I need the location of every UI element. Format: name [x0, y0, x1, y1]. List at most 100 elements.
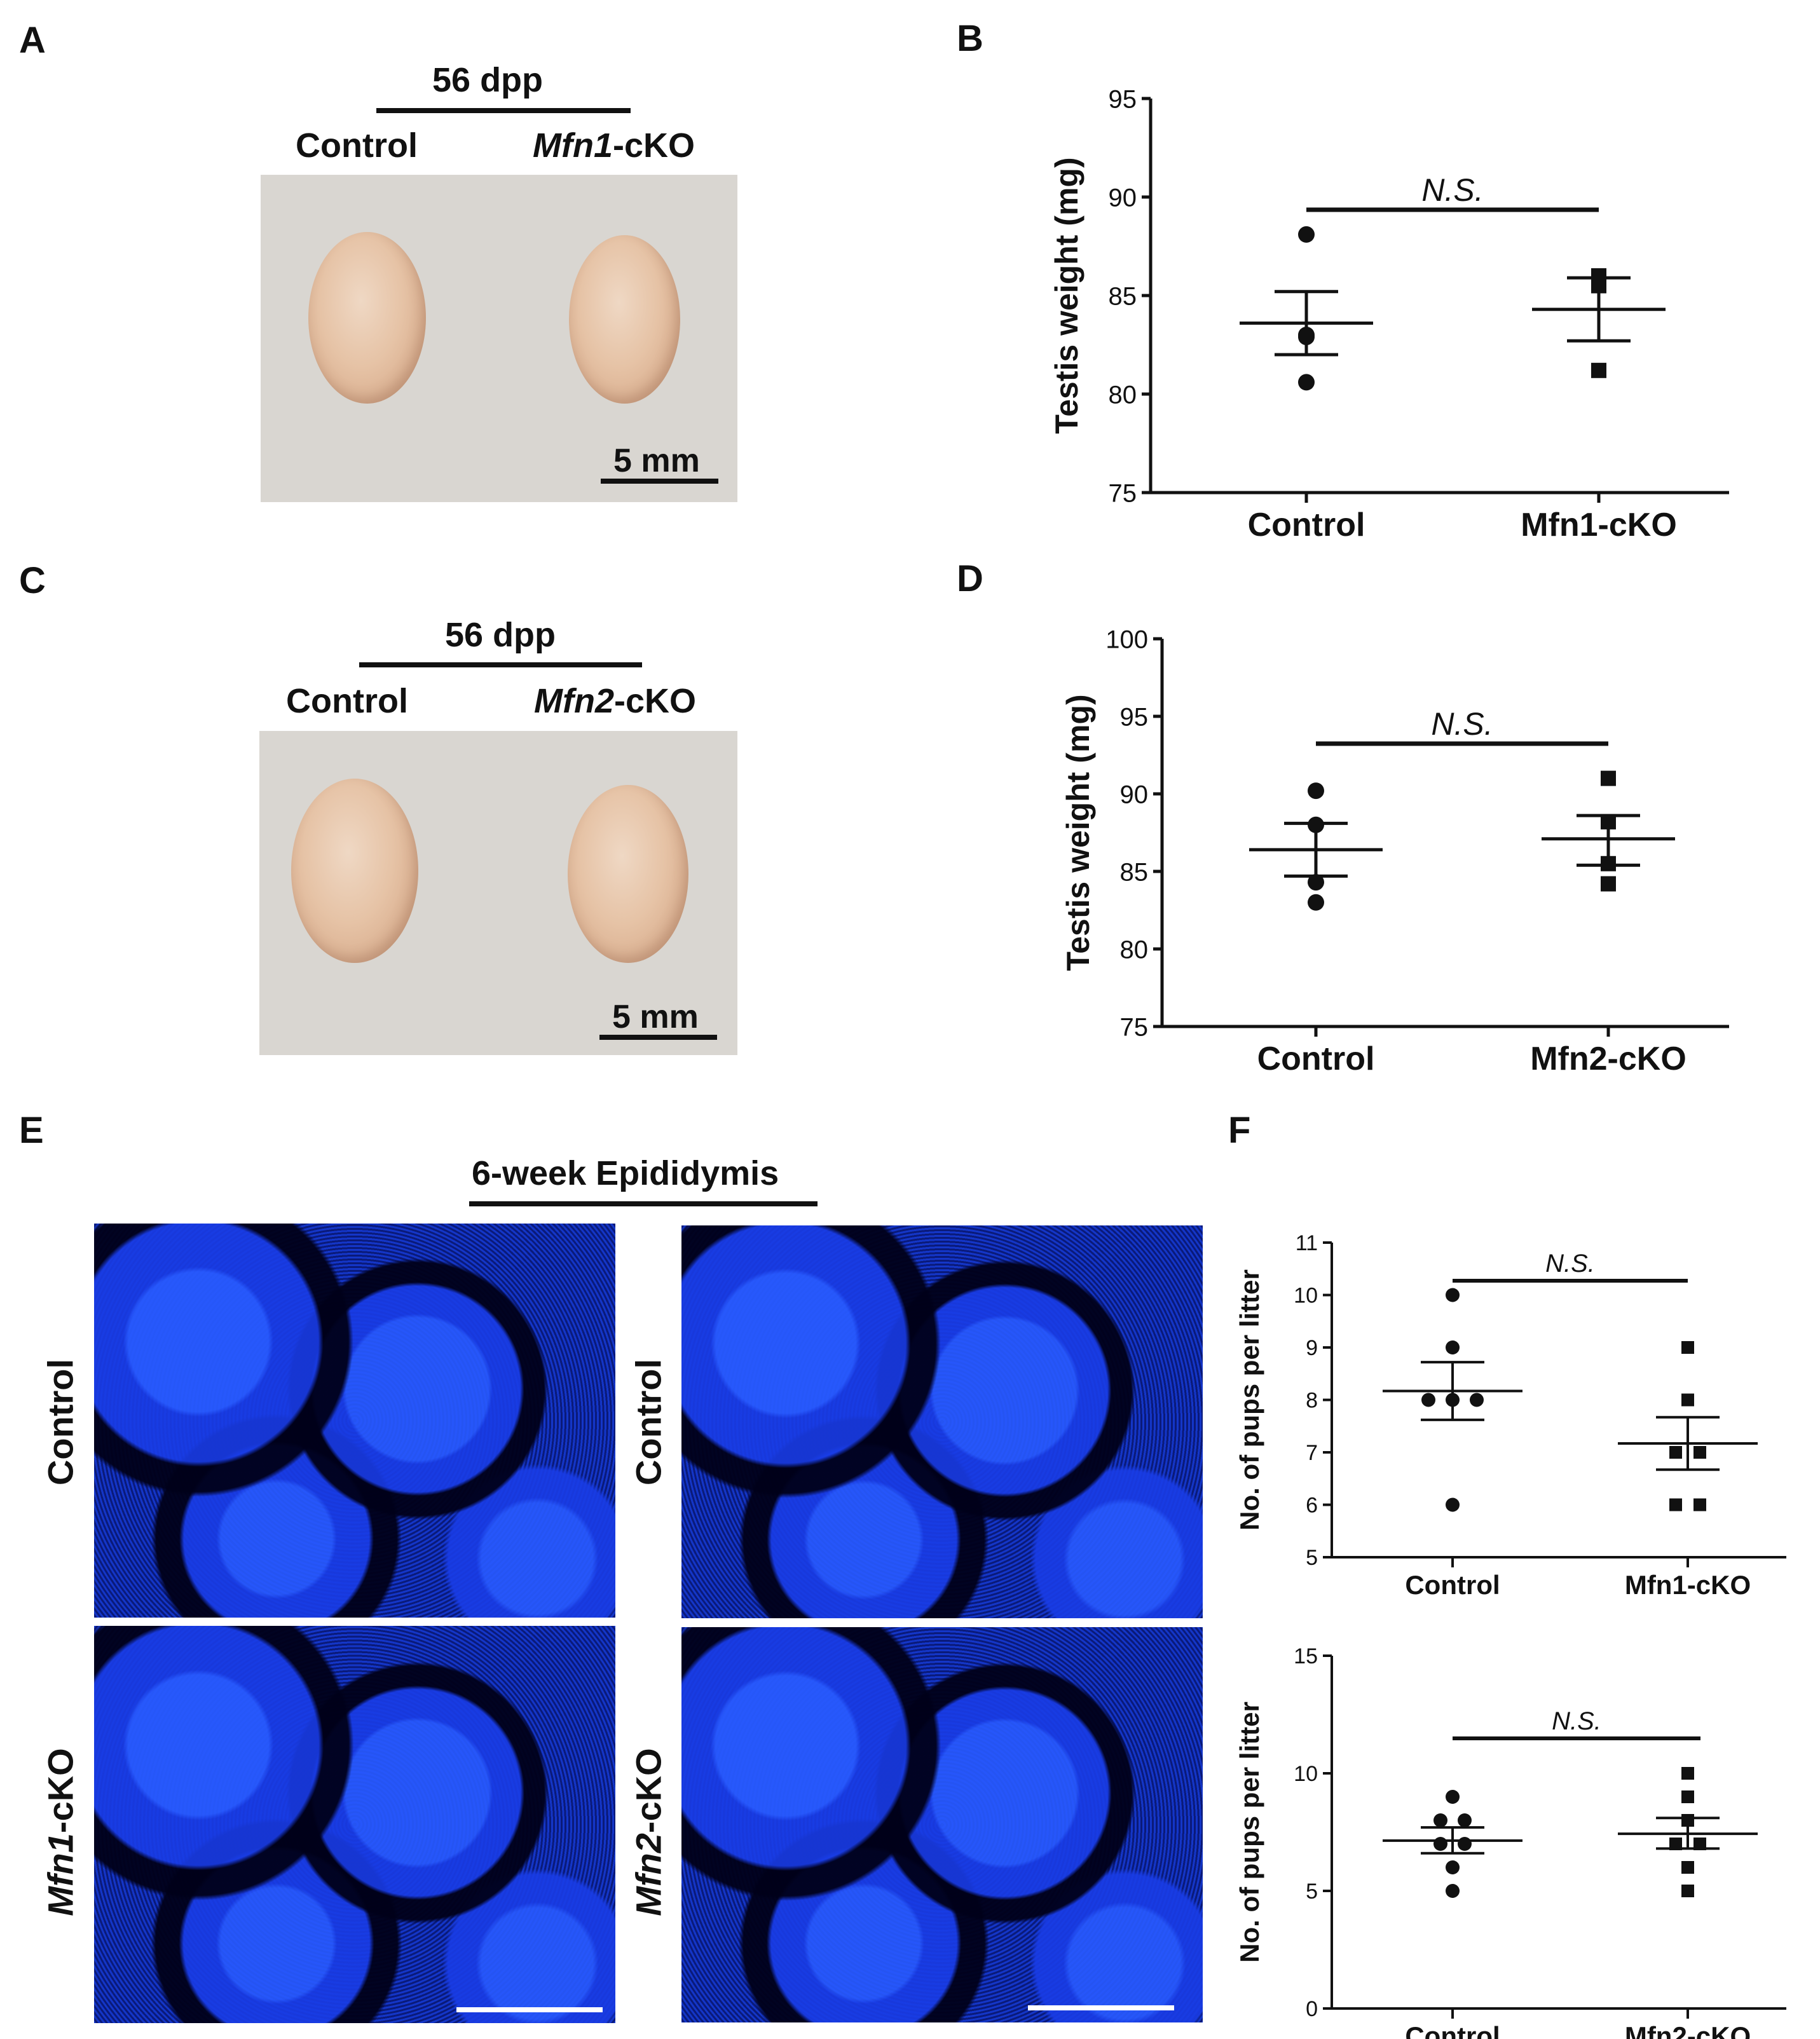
x-category-label-f2: Control	[1405, 2021, 1500, 2039]
data-point-f2	[1458, 1837, 1472, 1851]
panel-a-scale-bar	[601, 479, 718, 484]
significance-label-f1: N.S.	[1545, 1250, 1595, 1278]
data-point-f1	[1446, 1497, 1460, 1512]
y-axis-label-b: Testis weight (mg)	[1049, 157, 1084, 433]
micrograph-control-right	[681, 1225, 1203, 1618]
data-point-f2	[1681, 1885, 1694, 1897]
micrograph-mfn2-cko	[681, 1627, 1203, 2022]
y-axis-label-f2: No. of pups per litter	[1235, 1701, 1264, 1963]
testis-control-a	[308, 232, 426, 404]
y-tick-label-f1: 7	[1306, 1441, 1318, 1465]
y-tick-label-f2: 0	[1306, 1997, 1318, 2021]
y-tick-label-d: 85	[1120, 858, 1149, 886]
panel-a-scale-label: 5 mm	[613, 442, 700, 479]
x-category-label-f1: Control	[1405, 1570, 1500, 1600]
data-point-f2	[1433, 1813, 1447, 1827]
panel-c-scale-bar	[599, 1035, 717, 1040]
data-point-f2	[1681, 1814, 1694, 1827]
data-point-d	[1601, 770, 1616, 786]
testis-mutant-c	[568, 785, 688, 963]
y-tick-label-b: 95	[1109, 85, 1137, 113]
panel-letter-a: A	[19, 20, 46, 61]
y-tick-label-f1: 10	[1294, 1284, 1318, 1308]
data-point-f1	[1681, 1393, 1694, 1407]
data-point-d	[1308, 782, 1324, 800]
micrograph-control-left	[94, 1224, 615, 1618]
data-point-d	[1308, 874, 1324, 891]
panel-c-photo: 5 mm	[259, 731, 737, 1055]
row-label-mfn2-suffix: -cKO	[628, 1748, 669, 1834]
y-tick-label-f1: 9	[1306, 1336, 1318, 1360]
panel-c-col-mutant: Mfn2-cKO	[534, 681, 696, 721]
data-point-f1	[1693, 1498, 1706, 1511]
panel-a-header: 56 dpp	[432, 61, 544, 99]
panel-c-scale-label: 5 mm	[612, 999, 699, 1035]
data-point-f1	[1421, 1393, 1435, 1407]
y-tick-label-f1: 11	[1296, 1231, 1318, 1255]
row-label-control-right: Control	[628, 1358, 669, 1486]
x-category-label-b: Mfn1-cKO	[1521, 507, 1677, 543]
data-point-f1	[1693, 1446, 1706, 1459]
significance-label-f2: N.S.	[1552, 1707, 1601, 1735]
y-tick-label-f1: 8	[1306, 1389, 1318, 1413]
data-point-b	[1591, 278, 1606, 294]
data-point-f2	[1669, 1838, 1682, 1850]
x-category-label-f1: Mfn1-cKO	[1625, 1570, 1751, 1600]
data-point-f2	[1681, 1767, 1694, 1780]
panel-a-col-mutant-suffix: -cKO	[612, 126, 695, 165]
panel-c-col-mutant-gene: Mfn2	[534, 682, 614, 720]
panel-letter-b: B	[957, 18, 983, 59]
panel-a-header-bar	[376, 108, 631, 113]
panel-letter-e: E	[19, 1110, 44, 1151]
data-point-d	[1601, 856, 1616, 871]
y-tick-label-f1: 6	[1306, 1494, 1318, 1518]
y-tick-label-b: 75	[1109, 479, 1137, 507]
data-point-d	[1601, 876, 1616, 892]
data-point-f1	[1446, 1340, 1460, 1354]
panel-a-col-mutant-gene: Mfn1	[533, 126, 613, 165]
data-point-f2	[1446, 1884, 1460, 1898]
row-label-control-left: Control	[40, 1358, 81, 1486]
data-point-b	[1298, 329, 1315, 346]
data-point-f1	[1669, 1498, 1682, 1511]
data-point-f1	[1470, 1393, 1484, 1407]
row-label-mfn1-suffix: -cKO	[40, 1748, 81, 1834]
testis-control-c	[291, 779, 418, 963]
testis-mutant-a	[569, 235, 680, 404]
data-point-b	[1591, 362, 1606, 378]
y-tick-label-d: 95	[1120, 703, 1149, 731]
data-point-d	[1601, 814, 1616, 829]
data-point-d	[1308, 894, 1324, 911]
x-category-label-d: Mfn2-cKO	[1530, 1040, 1687, 1077]
y-axis-label-f1: No. of pups per litter	[1235, 1269, 1264, 1531]
significance-label-d: N.S.	[1431, 706, 1493, 742]
row-label-mfn1-gene: Mfn1	[40, 1833, 81, 1916]
micrograph-mfn1-cko	[94, 1626, 615, 2023]
significance-label-b: N.S.	[1421, 172, 1483, 208]
data-point-f1	[1446, 1288, 1460, 1302]
panel-e-header: 6-week Epididymis	[472, 1154, 779, 1192]
x-category-label-f2: Mfn2-cKO	[1625, 2021, 1751, 2039]
data-point-f1	[1446, 1393, 1460, 1407]
row-label-mfn2-gene: Mfn2	[628, 1833, 669, 1916]
data-point-f1	[1669, 1446, 1682, 1459]
row-label-mfn2-cko: Mfn2-cKO	[628, 1721, 669, 1944]
data-point-f1	[1681, 1341, 1694, 1354]
panel-c-col-mutant-suffix: -cKO	[613, 682, 696, 720]
panel-letter-c: C	[19, 560, 46, 601]
y-tick-label-d: 75	[1120, 1013, 1149, 1041]
panel-c-header: 56 dpp	[445, 616, 556, 654]
data-point-f2	[1458, 1813, 1472, 1827]
panel-c-col-control: Control	[286, 682, 408, 720]
scale-bar-e-right	[1028, 2005, 1174, 2010]
panel-letter-d: D	[957, 558, 983, 599]
x-category-label-b: Control	[1248, 507, 1365, 543]
y-tick-label-d: 90	[1120, 781, 1149, 808]
y-tick-label-b: 85	[1109, 282, 1137, 310]
panel-a-photo: 5 mm	[261, 175, 737, 502]
y-tick-label-b: 90	[1109, 184, 1137, 212]
y-axis-label-d: Testis weight (mg)	[1060, 694, 1096, 971]
y-tick-label-f2: 15	[1294, 1644, 1318, 1668]
data-point-f2	[1681, 1861, 1694, 1874]
y-tick-label-f2: 5	[1306, 1879, 1318, 1904]
